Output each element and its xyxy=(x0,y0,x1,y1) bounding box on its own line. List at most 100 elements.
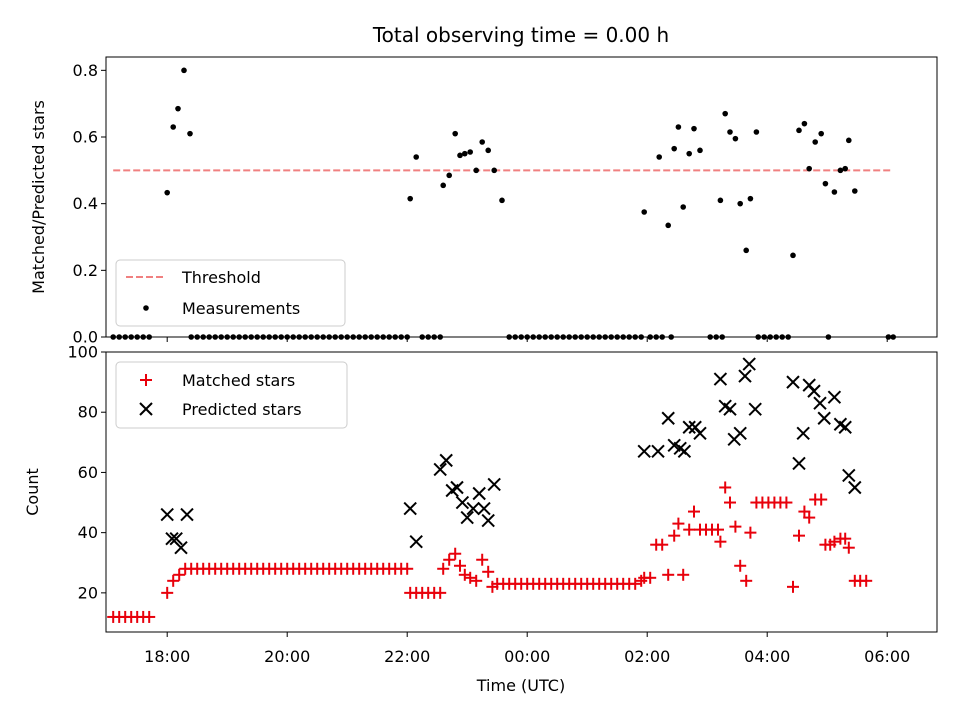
matched-star-point xyxy=(401,562,414,575)
predicted-star-point xyxy=(807,384,821,398)
predicted-star-d2 xyxy=(827,390,842,404)
predicted-star-d2 xyxy=(713,372,728,386)
x-tick-label: 02:00 xyxy=(624,647,670,666)
predicted-legend-swatch xyxy=(139,402,153,416)
predicted-star-d2 xyxy=(748,402,762,416)
measurement-point xyxy=(680,204,686,210)
measurement-point xyxy=(440,182,447,189)
predicted-star-d2 xyxy=(786,375,800,389)
ratio-y-axis-title: Matched/Predicted stars xyxy=(29,100,48,294)
matched-star-point xyxy=(434,586,447,599)
measurement-point xyxy=(686,150,692,157)
predicted-star-point xyxy=(637,444,651,459)
predicted-star-point xyxy=(693,426,707,440)
predicted-star-d2 xyxy=(682,420,696,434)
predicted-star-point xyxy=(792,456,806,471)
matched-star-point xyxy=(860,574,873,587)
matched-star-point xyxy=(672,517,685,530)
measurement-point xyxy=(181,67,187,74)
measurement-point xyxy=(806,165,812,172)
matched-star-point xyxy=(780,496,793,509)
matched-star-point xyxy=(815,493,828,506)
x-tick-label: 00:00 xyxy=(504,647,550,666)
predicted-star-point xyxy=(409,534,423,549)
predicted-star-d2 xyxy=(813,396,827,410)
measurement-point xyxy=(175,105,181,112)
y-tick-label: 0.4 xyxy=(73,194,98,213)
x-tick-label: 04:00 xyxy=(744,647,790,666)
measurement-point xyxy=(801,120,808,127)
predicted-star-point xyxy=(738,369,752,383)
measurement-point xyxy=(697,147,703,154)
matched-star-point xyxy=(482,565,495,578)
predicted-star-point xyxy=(733,426,747,440)
predicted-star-point xyxy=(160,507,174,522)
measurement-point xyxy=(753,129,760,135)
measurement-point xyxy=(675,124,682,130)
matched-star-point xyxy=(683,523,696,536)
predicted-star-point xyxy=(682,420,696,434)
predicted-star-d2 xyxy=(738,369,752,383)
measurement-point xyxy=(743,247,749,254)
x-tick-label: 20:00 xyxy=(264,647,310,666)
predicted-star-d2 xyxy=(466,501,480,516)
measurement-point xyxy=(727,129,733,135)
matched-star-point xyxy=(662,568,675,581)
measurement-point xyxy=(641,209,647,215)
predicted-star-d2 xyxy=(693,426,707,440)
measurement-point xyxy=(164,189,170,196)
predicted-star-d2 xyxy=(450,480,464,495)
predicted-star-point xyxy=(460,510,474,525)
predicted-star-point xyxy=(477,501,491,516)
predicted-star-d2 xyxy=(165,531,179,546)
measurement-point xyxy=(671,145,677,152)
measurement-point xyxy=(170,124,176,130)
predicted-star-d2 xyxy=(169,531,183,546)
predicted-star-point xyxy=(713,372,728,386)
count-axes-frame xyxy=(105,351,938,633)
matched-star-point xyxy=(798,505,811,518)
predicted-star-point xyxy=(748,402,762,416)
measurement-point xyxy=(491,167,498,174)
ratio-legend: Threshold Measurements xyxy=(115,259,346,327)
predicted-star-d2 xyxy=(842,468,856,483)
predicted-star-d2 xyxy=(481,513,495,528)
predicted-star-point xyxy=(169,531,183,546)
count-legend: Matched stars Predicted stars xyxy=(115,361,348,429)
measurement-point xyxy=(818,130,824,137)
matched-star-point xyxy=(443,553,456,566)
measurement-point xyxy=(717,197,724,204)
ratio-axes-frame xyxy=(105,56,938,338)
x-tick-label: 18:00 xyxy=(144,647,190,666)
predicted-star-d2 xyxy=(733,426,747,440)
x-tick-label: 22:00 xyxy=(384,647,430,666)
predicted-star-d2 xyxy=(439,453,453,468)
predicted-star-point xyxy=(174,540,188,555)
matched-star-point xyxy=(454,559,466,572)
measurement-point xyxy=(452,130,459,137)
matched-star-point xyxy=(714,535,727,548)
matched-star-point xyxy=(668,529,681,542)
predicted-star-d2 xyxy=(817,411,831,425)
matched-star-point xyxy=(161,586,174,599)
predicted-star-point xyxy=(450,480,464,495)
measurements-legend-swatch xyxy=(143,305,149,311)
measurement-point xyxy=(737,200,743,207)
matched-star-point xyxy=(449,547,462,560)
matched-star-point xyxy=(744,526,757,539)
count-panel: 20 40 60 80 100 18:00 20:00 22:00 00:00 02:00 04:… xyxy=(23,343,938,695)
matched-legend-label: Matched stars xyxy=(182,371,295,390)
predicted-star-d2 xyxy=(160,507,174,522)
predicted-star-point xyxy=(439,453,453,468)
matched-star-point xyxy=(712,523,724,536)
predicted-star-d2 xyxy=(637,444,651,459)
y-tick-label: 60 xyxy=(78,463,98,482)
matched-star-point xyxy=(167,574,180,587)
matched-star-point xyxy=(793,529,805,542)
matched-star-point xyxy=(656,538,669,551)
measurements-legend-label: Measurements xyxy=(182,299,300,318)
predicted-star-point xyxy=(842,468,856,483)
measurement-point xyxy=(665,222,671,229)
predicted-star-d2 xyxy=(487,477,501,492)
